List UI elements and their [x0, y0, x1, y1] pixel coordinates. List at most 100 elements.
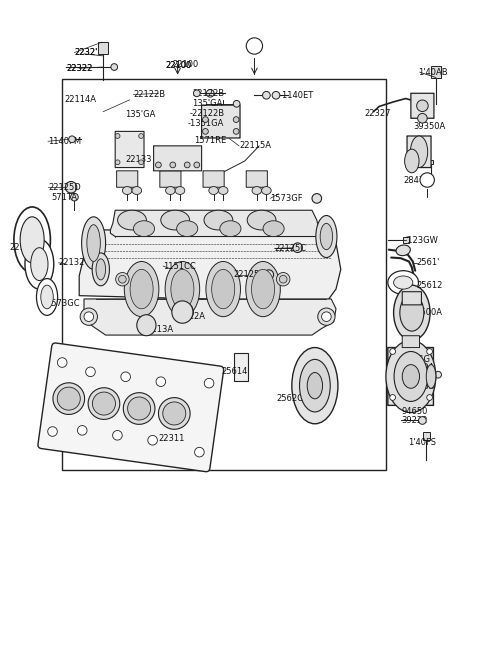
Ellipse shape	[31, 248, 48, 281]
Bar	[429, 160, 433, 164]
Circle shape	[318, 308, 335, 325]
Text: 22327: 22327	[365, 108, 391, 118]
Circle shape	[170, 162, 176, 168]
Circle shape	[233, 101, 240, 107]
Circle shape	[115, 160, 120, 165]
Ellipse shape	[132, 187, 142, 194]
Text: 25612: 25612	[417, 281, 443, 290]
Ellipse shape	[410, 136, 428, 168]
Ellipse shape	[209, 187, 218, 194]
Text: -1351GA: -1351GA	[187, 119, 224, 128]
Circle shape	[80, 308, 97, 325]
Text: -1140ET: -1140ET	[280, 91, 314, 100]
Circle shape	[77, 426, 87, 435]
Ellipse shape	[405, 149, 419, 173]
Ellipse shape	[166, 187, 175, 194]
Text: '123GW: '123GW	[406, 236, 438, 245]
Ellipse shape	[25, 239, 54, 289]
Text: 1573GF: 1573GF	[270, 194, 303, 203]
Circle shape	[233, 129, 239, 134]
Ellipse shape	[161, 210, 190, 230]
Text: A: A	[425, 175, 430, 185]
Text: 22100: 22100	[166, 61, 192, 70]
Circle shape	[123, 393, 155, 424]
Ellipse shape	[400, 294, 424, 331]
Ellipse shape	[316, 215, 337, 258]
Ellipse shape	[122, 187, 132, 194]
FancyBboxPatch shape	[402, 292, 421, 305]
Circle shape	[407, 397, 413, 405]
Circle shape	[204, 378, 214, 388]
FancyBboxPatch shape	[38, 343, 224, 472]
Circle shape	[119, 275, 126, 283]
Text: 22144: 22144	[10, 242, 36, 252]
Text: 22112A: 22112A	[174, 312, 206, 321]
Circle shape	[427, 395, 432, 400]
Ellipse shape	[252, 187, 262, 194]
Ellipse shape	[394, 285, 430, 340]
Bar	[431, 66, 441, 78]
Ellipse shape	[41, 285, 53, 309]
Text: 1751GD: 1751GD	[401, 382, 435, 391]
Circle shape	[264, 270, 274, 279]
Ellipse shape	[20, 217, 44, 263]
FancyBboxPatch shape	[117, 171, 138, 187]
Ellipse shape	[247, 210, 276, 230]
Circle shape	[163, 402, 186, 425]
Circle shape	[390, 395, 396, 400]
Ellipse shape	[262, 187, 271, 194]
FancyBboxPatch shape	[411, 93, 434, 118]
FancyBboxPatch shape	[115, 131, 144, 168]
Circle shape	[322, 312, 331, 321]
Circle shape	[156, 377, 166, 386]
Text: 22132: 22132	[59, 258, 85, 267]
Text: 2232': 2232'	[74, 48, 98, 57]
FancyBboxPatch shape	[300, 365, 329, 406]
Text: 22125A: 22125A	[234, 270, 266, 279]
Bar	[234, 353, 248, 381]
Circle shape	[193, 90, 200, 97]
Circle shape	[53, 383, 84, 415]
Text: 22115A: 22115A	[239, 141, 271, 150]
Circle shape	[158, 397, 190, 429]
Ellipse shape	[118, 210, 146, 230]
Circle shape	[184, 162, 190, 168]
Ellipse shape	[246, 261, 280, 317]
Circle shape	[263, 91, 270, 99]
Circle shape	[71, 193, 78, 201]
Ellipse shape	[14, 207, 50, 273]
Circle shape	[116, 273, 129, 286]
Ellipse shape	[92, 253, 109, 286]
Text: 22122B: 22122B	[192, 89, 224, 98]
Ellipse shape	[426, 365, 436, 388]
Circle shape	[435, 371, 442, 378]
Text: 2561': 2561'	[417, 258, 440, 267]
Text: 22311: 22311	[158, 434, 185, 443]
Text: 571TA: 571TA	[52, 193, 78, 202]
Ellipse shape	[396, 245, 410, 256]
Circle shape	[312, 194, 322, 203]
Text: A: A	[252, 41, 257, 51]
Circle shape	[390, 349, 396, 354]
Ellipse shape	[388, 271, 419, 294]
Bar	[98, 42, 108, 54]
Circle shape	[57, 387, 80, 410]
Polygon shape	[84, 299, 336, 335]
Circle shape	[272, 91, 280, 99]
Text: 25614: 25614	[222, 367, 248, 376]
Bar	[423, 432, 430, 440]
Text: 22114A: 22114A	[65, 95, 97, 104]
FancyBboxPatch shape	[154, 146, 202, 171]
Circle shape	[203, 117, 208, 122]
Ellipse shape	[137, 315, 156, 336]
Circle shape	[246, 38, 263, 54]
Ellipse shape	[206, 261, 240, 317]
Circle shape	[84, 312, 94, 321]
Ellipse shape	[394, 351, 428, 401]
Text: 39350A: 39350A	[413, 122, 445, 131]
Text: 1573GC: 1573GC	[46, 299, 80, 308]
Circle shape	[220, 110, 227, 116]
Ellipse shape	[165, 261, 200, 317]
Circle shape	[148, 436, 157, 445]
Text: 360GG: 360GG	[401, 355, 430, 364]
